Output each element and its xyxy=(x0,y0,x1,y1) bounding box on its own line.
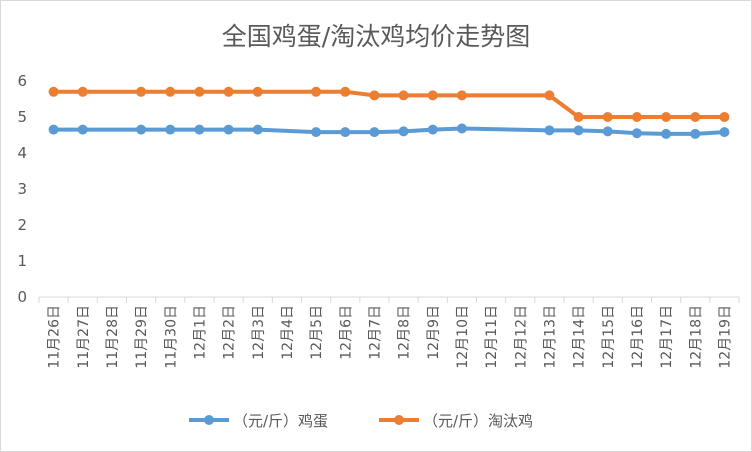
x-tick-label: 12月9日 xyxy=(426,305,442,360)
x-tick-label: 11月30日 xyxy=(163,305,179,369)
series-group xyxy=(48,123,730,139)
x-tick-label: 12月5日 xyxy=(309,305,325,360)
data-point xyxy=(398,126,409,137)
series-line xyxy=(51,89,727,119)
x-tick-label: 12月10日 xyxy=(455,305,471,369)
data-point xyxy=(398,90,409,101)
legend-label: （元/斤）鸡蛋 xyxy=(233,412,328,430)
data-point xyxy=(165,86,176,97)
data-point xyxy=(690,128,701,139)
x-tick-label: 12月15日 xyxy=(601,305,617,369)
data-point xyxy=(631,128,642,139)
chart-title: 全国鸡蛋/淘汰鸡均价走势图 xyxy=(222,22,530,51)
x-tick-label: 12月18日 xyxy=(688,305,704,369)
x-tick-label: 12月4日 xyxy=(280,305,296,360)
data-point xyxy=(340,86,351,97)
data-point xyxy=(427,90,438,101)
y-tick-label: 3 xyxy=(17,180,27,198)
x-tick-label: 11月26日 xyxy=(47,305,63,369)
data-point xyxy=(427,124,438,135)
series-group xyxy=(48,86,730,122)
legend-label: （元/斤）淘汰鸡 xyxy=(423,412,533,430)
data-point xyxy=(252,124,263,135)
data-point xyxy=(602,126,613,137)
data-point xyxy=(311,86,322,97)
data-point xyxy=(369,90,380,101)
data-point xyxy=(48,86,59,97)
data-point xyxy=(340,127,351,138)
legend-marker xyxy=(204,415,214,425)
data-point xyxy=(661,128,672,139)
x-tick-label: 12月11日 xyxy=(484,305,500,369)
x-tick-label: 12月2日 xyxy=(222,305,238,360)
data-point xyxy=(311,127,322,138)
legend: （元/斤）鸡蛋 （元/斤）淘汰鸡 xyxy=(189,412,533,430)
data-point xyxy=(223,86,234,97)
x-tick-label: 12月19日 xyxy=(717,305,733,369)
data-point xyxy=(194,124,205,135)
x-tick-label: 12月16日 xyxy=(630,305,646,369)
y-tick-label: 1 xyxy=(17,252,27,270)
x-tick-label: 12月12日 xyxy=(513,305,529,369)
data-point xyxy=(136,124,147,135)
data-point xyxy=(165,124,176,135)
data-point xyxy=(544,90,555,101)
data-point xyxy=(661,112,672,122)
data-point xyxy=(573,112,584,122)
data-point xyxy=(690,112,701,122)
x-tick-label: 11月27日 xyxy=(76,305,92,369)
data-point xyxy=(719,112,730,122)
x-tick-label: 12月13日 xyxy=(542,305,558,369)
data-point xyxy=(631,112,642,122)
data-point xyxy=(602,112,613,122)
x-tick-label: 12月1日 xyxy=(192,305,208,360)
data-point xyxy=(77,86,88,97)
y-tick-label: 6 xyxy=(17,72,27,90)
data-point xyxy=(252,86,263,97)
y-axis: 0 1 2 3 4 5 6 xyxy=(17,72,27,306)
data-point xyxy=(194,86,205,97)
series-line xyxy=(51,126,727,136)
data-point xyxy=(48,124,59,135)
x-tick-label: 12月14日 xyxy=(572,305,588,369)
data-point xyxy=(223,124,234,135)
y-tick-label: 5 xyxy=(17,108,27,126)
x-tick-label: 12月8日 xyxy=(397,305,413,360)
data-point xyxy=(456,90,467,101)
y-tick-label: 4 xyxy=(17,144,27,162)
data-point xyxy=(77,124,88,135)
legend-marker xyxy=(394,415,404,425)
data-point xyxy=(136,86,147,97)
series-layer xyxy=(48,86,730,139)
y-tick-label: 0 xyxy=(17,288,27,306)
y-tick-label: 2 xyxy=(17,216,27,234)
data-point xyxy=(719,127,730,138)
x-tick-label: 12月6日 xyxy=(338,305,354,360)
x-tick-label: 12月3日 xyxy=(251,305,267,360)
data-point xyxy=(573,125,584,136)
x-tick-label: 11月28日 xyxy=(105,305,121,369)
x-tick-label: 12月17日 xyxy=(659,305,675,369)
data-point xyxy=(456,123,467,134)
data-point xyxy=(544,125,555,136)
x-tick-label: 12月7日 xyxy=(367,305,383,360)
x-axis: 11月26日 11月27日 11月28日 11月29日 11月30日 12月1日 12月2日… xyxy=(38,296,740,369)
data-point xyxy=(369,127,380,138)
x-tick-label: 11月29日 xyxy=(134,305,150,369)
